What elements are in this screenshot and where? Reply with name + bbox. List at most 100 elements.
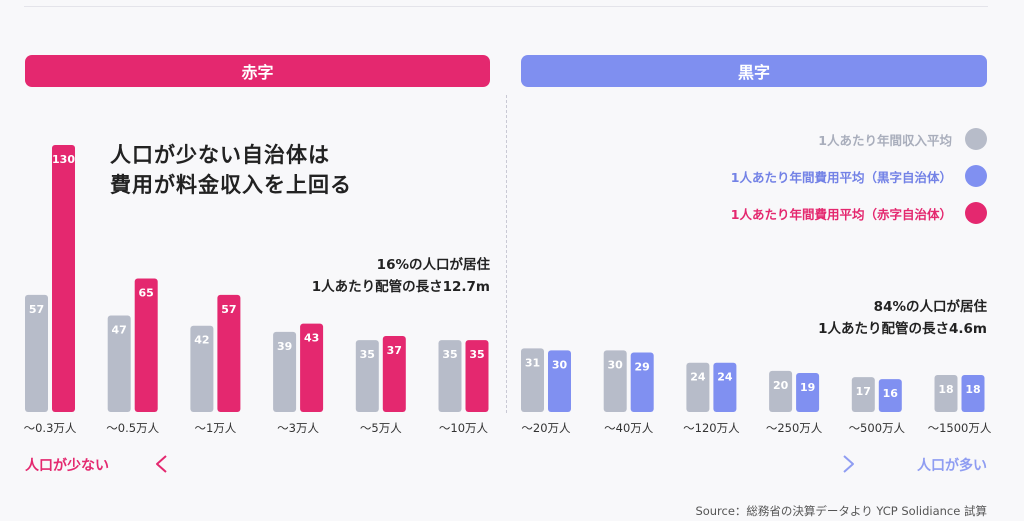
category-label: 〜3万人 bbox=[277, 421, 319, 435]
bar-cost-deficit bbox=[134, 278, 158, 412]
bar-cost-surplus bbox=[548, 350, 571, 412]
data-label-cost-surplus: 16 bbox=[883, 387, 899, 400]
data-label-cost-deficit: 57 bbox=[221, 303, 236, 316]
legend-label-income: 1人あたり年間収入平均 bbox=[818, 132, 952, 148]
data-label-income: 18 bbox=[938, 383, 953, 396]
bar-group: 57 130 〜0.3万人 bbox=[24, 145, 77, 435]
bar-cost-surplus bbox=[630, 352, 654, 412]
bar-income bbox=[107, 315, 131, 412]
category-label: 〜1500万人 bbox=[928, 421, 992, 435]
legend-swatch-income bbox=[965, 128, 987, 150]
surplus-note-line-2: 1人あたり配管の長さ4.6m bbox=[818, 321, 987, 337]
data-label-cost-surplus: 18 bbox=[965, 383, 980, 396]
category-label: 〜10万人 bbox=[439, 421, 489, 435]
bar-group: 18 18 〜1500万人 bbox=[928, 375, 992, 435]
chart-legend: 1人あたり年間収入平均 1人あたり年間費用平均（黒字自治体） 1人あたり年間費用… bbox=[731, 128, 987, 239]
category-label: 〜250万人 bbox=[766, 421, 823, 435]
legend-label-cost-deficit: 1人あたり年間費用平均（赤字自治体） bbox=[730, 206, 952, 222]
data-label-cost-surplus: 29 bbox=[635, 360, 650, 373]
bar-group: 17 16 〜500万人 bbox=[849, 377, 906, 435]
surplus-section-header: 黒字 bbox=[521, 55, 987, 87]
bar-cost-deficit bbox=[300, 323, 324, 412]
bar-income bbox=[521, 348, 544, 412]
data-label-cost-deficit: 35 bbox=[469, 348, 484, 361]
data-label-income: 35 bbox=[360, 348, 375, 361]
data-label-income: 31 bbox=[525, 356, 540, 369]
axis-label-few-people: 人口が少ない bbox=[25, 458, 109, 474]
bar-cost-deficit bbox=[52, 145, 75, 412]
source-note: Source：総務省の決算データより YCP Solidiance 試算 bbox=[695, 504, 987, 518]
bar-cost-deficit bbox=[382, 336, 406, 412]
bar-group: 47 65 〜0.5万人 bbox=[106, 278, 160, 435]
data-label-cost-deficit: 65 bbox=[139, 287, 154, 300]
bar-cost-surplus bbox=[713, 362, 737, 412]
data-label-cost-deficit: 130 bbox=[52, 153, 75, 166]
chart-headline: 人口が少ない自治体は 費用が料金収入を上回る bbox=[110, 140, 352, 200]
data-label-income: 47 bbox=[112, 323, 127, 336]
deficit-note: 16%の人口が居住 1人あたり配管の長さ12.7m bbox=[312, 254, 490, 298]
data-label-cost-surplus: 24 bbox=[717, 371, 733, 384]
legend-item-cost-deficit: 1人あたり年間費用平均（赤字自治体） bbox=[731, 202, 987, 224]
data-label-income: 42 bbox=[194, 334, 209, 347]
bar-income bbox=[25, 294, 48, 412]
bar-cost-deficit bbox=[465, 340, 489, 412]
legend-item-income: 1人あたり年間収入平均 bbox=[731, 128, 987, 150]
legend-item-cost-surplus: 1人あたり年間費用平均（黒字自治体） bbox=[731, 165, 987, 187]
headline-line-1: 人口が少ない自治体は bbox=[110, 143, 330, 167]
legend-swatch-cost-deficit bbox=[965, 202, 987, 224]
category-label: 〜0.3万人 bbox=[24, 421, 77, 435]
deficit-note-line-1: 16%の人口が居住 bbox=[376, 257, 490, 273]
data-label-income: 20 bbox=[773, 379, 789, 392]
bar-group: 39 43 〜3万人 bbox=[273, 323, 324, 435]
data-label-income: 24 bbox=[690, 371, 706, 384]
category-label: 〜500万人 bbox=[849, 421, 906, 435]
bar-group: 24 24 〜120万人 bbox=[683, 362, 740, 435]
bar-group: 20 19 〜250万人 bbox=[766, 370, 823, 435]
bar-income bbox=[273, 331, 297, 412]
deficit-note-line-2: 1人あたり配管の長さ12.7m bbox=[311, 279, 490, 295]
category-label: 〜5万人 bbox=[360, 421, 402, 435]
data-label-income: 17 bbox=[856, 385, 871, 398]
bar-group: 31 30 〜20万人 bbox=[521, 348, 571, 435]
legend-label-cost-surplus: 1人あたり年間費用平均（黒字自治体） bbox=[730, 169, 952, 185]
bar-cost-surplus bbox=[878, 379, 902, 412]
category-label: 〜1万人 bbox=[194, 421, 236, 435]
axis-label-many-people: 人口が多い bbox=[917, 458, 987, 474]
legend-swatch-cost-surplus bbox=[965, 165, 987, 187]
bar-income bbox=[355, 340, 379, 412]
data-label-income: 35 bbox=[442, 348, 457, 361]
top-divider-line bbox=[24, 6, 988, 7]
bar-income bbox=[686, 362, 710, 412]
surplus-note-line-1: 84%の人口が居住 bbox=[873, 299, 987, 315]
population-axis-arrow bbox=[156, 455, 854, 473]
bar-cost-deficit bbox=[217, 294, 241, 412]
bar-group: 35 37 〜5万人 bbox=[355, 336, 406, 435]
data-label-cost-surplus: 19 bbox=[800, 381, 815, 394]
bar-cost-surplus bbox=[961, 375, 985, 412]
data-label-cost-deficit: 37 bbox=[387, 344, 402, 357]
bar-income bbox=[851, 377, 875, 412]
bar-group: 30 29 〜40万人 bbox=[603, 350, 654, 435]
deficit-section-header: 赤字 bbox=[25, 55, 490, 87]
category-label: 〜40万人 bbox=[604, 421, 654, 435]
data-label-income: 57 bbox=[29, 303, 44, 316]
bar-income bbox=[438, 340, 462, 412]
category-label: 〜120万人 bbox=[683, 421, 740, 435]
bar-income bbox=[934, 375, 958, 412]
section-divider bbox=[506, 95, 507, 413]
surplus-note: 84%の人口が居住 1人あたり配管の長さ4.6m bbox=[818, 296, 987, 340]
category-label: 〜20万人 bbox=[521, 421, 571, 435]
bar-income bbox=[603, 350, 627, 412]
data-label-cost-surplus: 30 bbox=[552, 358, 568, 371]
bar-income bbox=[190, 325, 214, 412]
data-label-cost-deficit: 43 bbox=[304, 332, 319, 345]
bar-income bbox=[769, 370, 793, 412]
headline-line-2: 費用が料金収入を上回る bbox=[110, 173, 352, 197]
category-label: 〜0.5万人 bbox=[106, 421, 159, 435]
data-label-income: 30 bbox=[608, 358, 624, 371]
bar-cost-surplus bbox=[796, 372, 820, 412]
data-label-income: 39 bbox=[277, 340, 292, 353]
bar-group: 35 35 〜10万人 bbox=[438, 340, 489, 435]
bar-group: 42 57 〜1万人 bbox=[190, 294, 241, 435]
